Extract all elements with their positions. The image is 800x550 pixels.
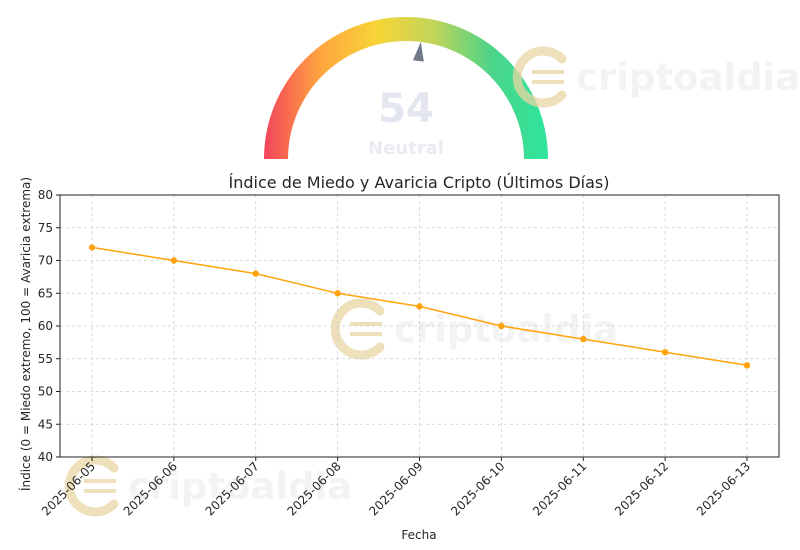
data-point [661,349,669,356]
x-tick-label: 2025-06-12 [612,459,671,518]
watermark-text: criptoaldia [128,465,352,508]
watermark-logo-icon: criptoaldia [64,455,352,517]
y-axis-label: Índice (0 = Miedo extremo, 100 = Avarici… [18,177,33,491]
y-tick-label: 75 [38,221,53,235]
gauge-value: 54 [378,86,434,132]
gauge-label: Neutral [368,138,444,159]
y-tick-label: 70 [38,254,53,268]
gauge: 54 Neutral [264,17,548,159]
watermarks: criptoaldia criptoaldia criptoaldia [64,46,800,517]
data-point [498,322,505,330]
x-tick-label: 2025-06-10 [448,459,507,518]
chart-title: Índice de Miedo y Avaricia Cripto (Últim… [229,173,610,192]
y-tick-label: 45 [38,417,53,431]
data-point [743,362,751,369]
x-tick-label: 2025-06-13 [694,459,753,518]
series-points [88,244,751,369]
y-tick-label: 50 [38,385,53,399]
y-tick-label: 55 [38,352,53,366]
data-point [88,244,96,251]
data-point [580,335,587,343]
x-tick-label: 2025-06-09 [366,459,425,518]
data-point [334,290,341,297]
gauge-arc [264,17,548,159]
watermark-text: criptoaldia [394,308,618,351]
gauge-needle-icon [413,41,424,62]
y-tick-label: 80 [38,188,53,202]
y-tick-label: 40 [38,450,53,464]
y-tick-label: 65 [38,286,53,300]
data-point [416,303,423,310]
watermark-logo-icon: criptoaldia [512,46,800,108]
data-point [252,270,259,277]
grid [60,194,779,458]
y-tick-label: 60 [38,319,53,333]
watermark-text: criptoaldia [576,56,800,99]
watermark-logo-icon: criptoaldia [330,298,618,360]
x-axis-label: Fecha [401,528,436,542]
x-tick-label: 2025-06-11 [530,459,589,518]
data-point [170,257,178,264]
